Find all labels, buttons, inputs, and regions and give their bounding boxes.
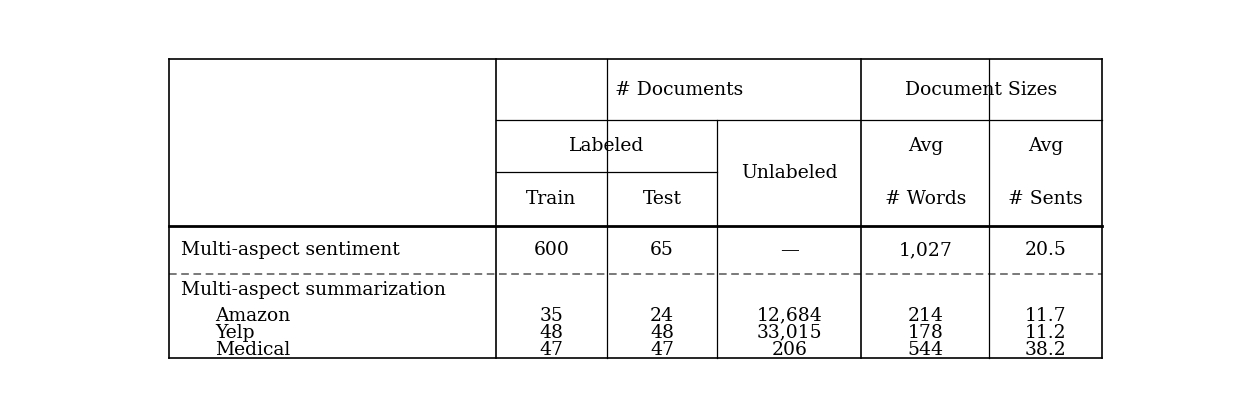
Text: Unlabeled: Unlabeled	[742, 164, 837, 182]
Text: 47: 47	[650, 341, 673, 358]
Text: Multi-aspect sentiment: Multi-aspect sentiment	[181, 241, 399, 259]
Text: 1,027: 1,027	[898, 241, 952, 259]
Text: 24: 24	[650, 306, 673, 325]
Text: 178: 178	[908, 324, 944, 342]
Text: 11.2: 11.2	[1024, 324, 1066, 342]
Text: Document Sizes: Document Sizes	[905, 81, 1058, 99]
Text: 214: 214	[908, 306, 944, 325]
Text: 600: 600	[533, 241, 569, 259]
Text: 48: 48	[539, 324, 563, 342]
Text: Avg: Avg	[908, 137, 942, 155]
Text: Multi-aspect summarization: Multi-aspect summarization	[181, 281, 446, 299]
Text: 11.7: 11.7	[1024, 306, 1066, 325]
Text: 38.2: 38.2	[1024, 341, 1066, 358]
Text: 65: 65	[650, 241, 673, 259]
Text: 48: 48	[650, 324, 673, 342]
Text: Test: Test	[642, 190, 682, 208]
Text: Medical: Medical	[216, 341, 291, 358]
Text: —: —	[780, 241, 799, 259]
Text: Amazon: Amazon	[216, 306, 291, 325]
Text: 206: 206	[771, 341, 807, 358]
Text: Labeled: Labeled	[569, 137, 645, 155]
Text: # Sents: # Sents	[1008, 190, 1083, 208]
Text: Train: Train	[526, 190, 577, 208]
Text: 33,015: 33,015	[756, 324, 822, 342]
Text: # Documents: # Documents	[615, 81, 743, 99]
Text: # Words: # Words	[884, 190, 966, 208]
Text: 12,684: 12,684	[756, 306, 822, 325]
Text: 35: 35	[539, 306, 563, 325]
Text: Yelp: Yelp	[216, 324, 255, 342]
Text: 544: 544	[908, 341, 944, 358]
Text: 47: 47	[539, 341, 563, 358]
Text: 20.5: 20.5	[1024, 241, 1066, 259]
Text: Avg: Avg	[1028, 137, 1063, 155]
